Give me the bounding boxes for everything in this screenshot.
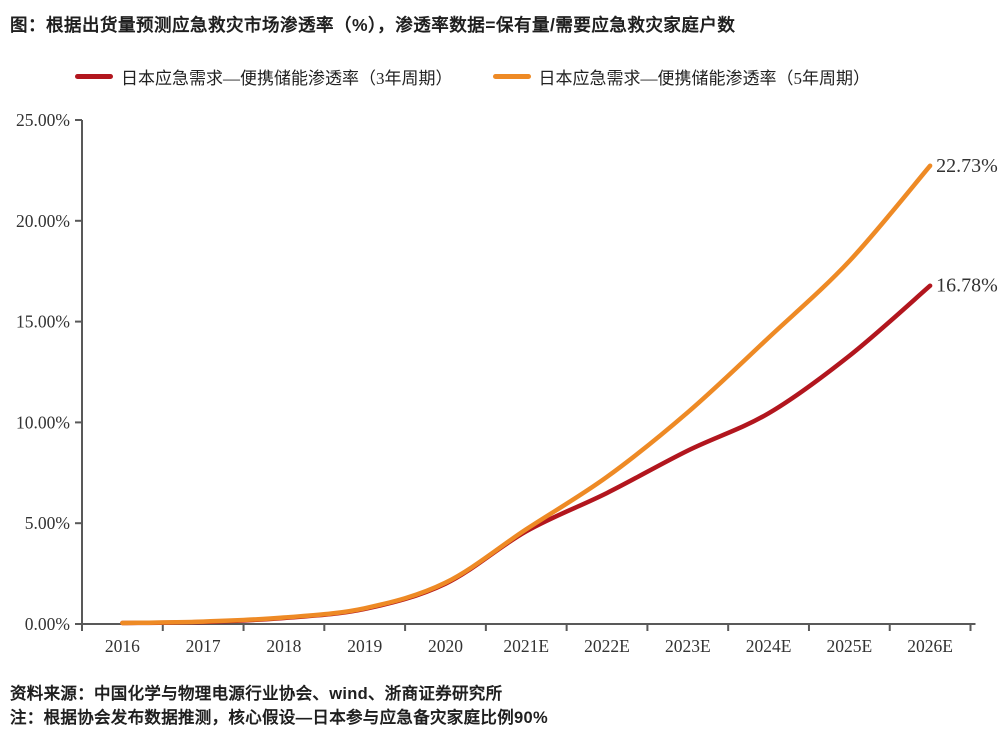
y-tick-label: 15.00% — [16, 312, 70, 332]
end-label-5yr: 22.73% — [936, 155, 998, 177]
x-tick-label: 2022E — [584, 636, 630, 656]
legend-swatch-5yr-icon — [492, 74, 531, 79]
y-tick-label: 0.00% — [25, 614, 70, 634]
legend-label-5yr: 日本应急需求—便携储能渗透率（5年周期） — [538, 69, 871, 88]
x-tick-label: 2020 — [428, 636, 463, 656]
legend-item-5yr: 日本应急需求—便携储能渗透率（5年周期） — [492, 64, 871, 89]
x-tick-label: 2023E — [665, 636, 711, 656]
assumption-note: 注：根据协会发布数据推测，核心假设—日本参与应急备灾家庭比例90% — [10, 709, 548, 727]
y-tick-label: 25.00% — [16, 110, 70, 130]
x-tick-label: 2018 — [266, 636, 301, 656]
y-tick-label: 10.00% — [16, 412, 70, 432]
y-tick-label: 5.00% — [25, 513, 70, 533]
chart-legend: 日本应急需求—便携储能渗透率（3年周期） 日本应急需求—便携储能渗透率（5年周期… — [75, 64, 870, 89]
legend-label-3yr: 日本应急需求—便携储能渗透率（3年周期） — [121, 69, 453, 88]
series-line-5yr — [120, 163, 933, 626]
series-line-3yr — [120, 283, 933, 626]
x-tick-label: 2024E — [746, 636, 792, 656]
x-tick-label: 2026E — [907, 636, 953, 656]
y-tick-label: 20.00% — [16, 211, 70, 231]
source-note: 资料来源：中国化学与物理电源行业协会、wind、浙商证券研究所 — [10, 685, 503, 703]
legend-swatch-3yr-icon — [75, 74, 113, 79]
x-tick-label: 2016 — [105, 636, 140, 656]
legend-item-3yr: 日本应急需求—便携储能渗透率（3年周期） — [75, 64, 453, 89]
chart-footnotes: 资料来源：中国化学与物理电源行业协会、wind、浙商证券研究所 注：根据协会发布… — [10, 682, 990, 730]
chart-title: 图：根据出货量预测应急救灾市场渗透率（%），渗透率数据=保有量/需要应急救灾家庭… — [10, 15, 736, 35]
x-tick-label: 2019 — [347, 636, 382, 656]
x-tick-label: 2025E — [826, 636, 872, 656]
end-label-3yr: 16.78% — [936, 275, 998, 297]
x-tick-label: 2021E — [503, 636, 549, 656]
x-tick-label: 2017 — [186, 636, 221, 656]
